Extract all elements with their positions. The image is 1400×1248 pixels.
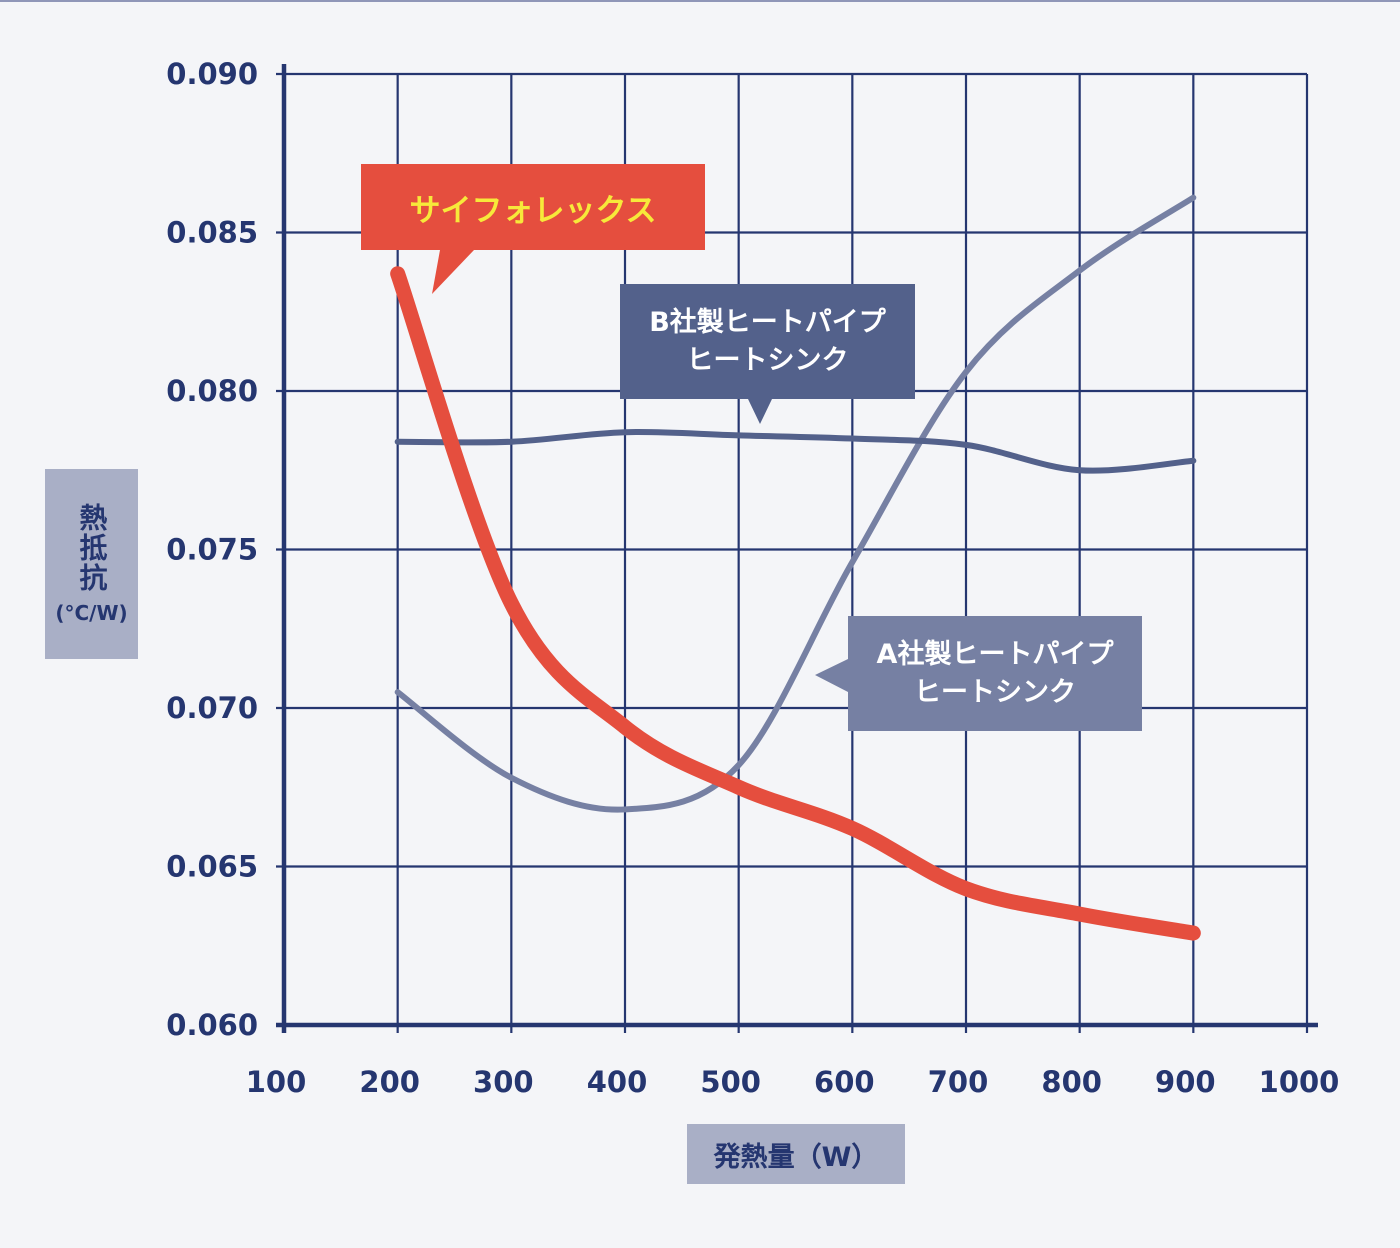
y-tick-label: 0.080 <box>166 374 258 408</box>
y-tick-label: 0.090 <box>166 57 258 91</box>
company-a-callout-box <box>815 616 1142 731</box>
x-tick-label: 500 <box>700 1065 761 1099</box>
company-a-callout: A社製ヒートパイプ ヒートシンク <box>848 616 1142 731</box>
siphorex-line <box>390 266 1201 941</box>
x-tick-label: 400 <box>587 1065 648 1099</box>
y-tick-label: 0.085 <box>166 216 258 250</box>
y-tick-label: 0.070 <box>166 691 258 725</box>
data-lines <box>390 194 1201 941</box>
company-a-callout-line2: ヒートシンク <box>914 676 1076 708</box>
company-a-callout-line1: A社製ヒートパイプ <box>876 638 1114 670</box>
x-axis-label: 発熱量（W） <box>687 1124 905 1184</box>
company-b-callout-box <box>620 284 915 424</box>
x-axis-label-text: 発熱量（W） <box>713 1141 879 1173</box>
y-axis-label-text: 熱抵抗 <box>75 503 109 593</box>
company-b-callout: B社製ヒートパイプ ヒートシンク <box>620 284 915 399</box>
siphorex-callout: サイフォレックス <box>361 164 705 250</box>
siphorex-callout-label: サイフォレックス <box>409 192 657 229</box>
x-tick-label: 200 <box>359 1065 420 1099</box>
x-tick-label: 600 <box>814 1065 875 1099</box>
callout-shapes <box>361 164 1142 731</box>
company-b-line <box>394 429 1197 474</box>
y-axis-unit: (°C/W) <box>55 601 128 625</box>
x-tick-label: 1000 <box>1259 1065 1340 1099</box>
y-tick-label: 0.060 <box>166 1008 258 1042</box>
x-tick-label: 800 <box>1041 1065 1102 1099</box>
siphorex-callout-box <box>361 164 705 294</box>
x-tick-label: 700 <box>928 1065 989 1099</box>
company-b-callout-line2: ヒートシンク <box>686 344 849 376</box>
y-tick-label: 0.065 <box>166 850 258 884</box>
company-b-callout-line1: B社製ヒートパイプ <box>649 306 886 338</box>
y-axis-label: 熱抵抗 (°C/W) <box>45 469 138 659</box>
x-tick-label: 300 <box>473 1065 534 1099</box>
x-tick-label: 900 <box>1155 1065 1216 1099</box>
x-tick-label: 100 <box>246 1065 307 1099</box>
company-a-line <box>394 194 1197 813</box>
axis-ticks: 0.060 0.065 0.070 0.075 0.080 0.085 0.090 100 20… <box>166 57 1339 1099</box>
y-tick-label: 0.075 <box>166 533 258 567</box>
